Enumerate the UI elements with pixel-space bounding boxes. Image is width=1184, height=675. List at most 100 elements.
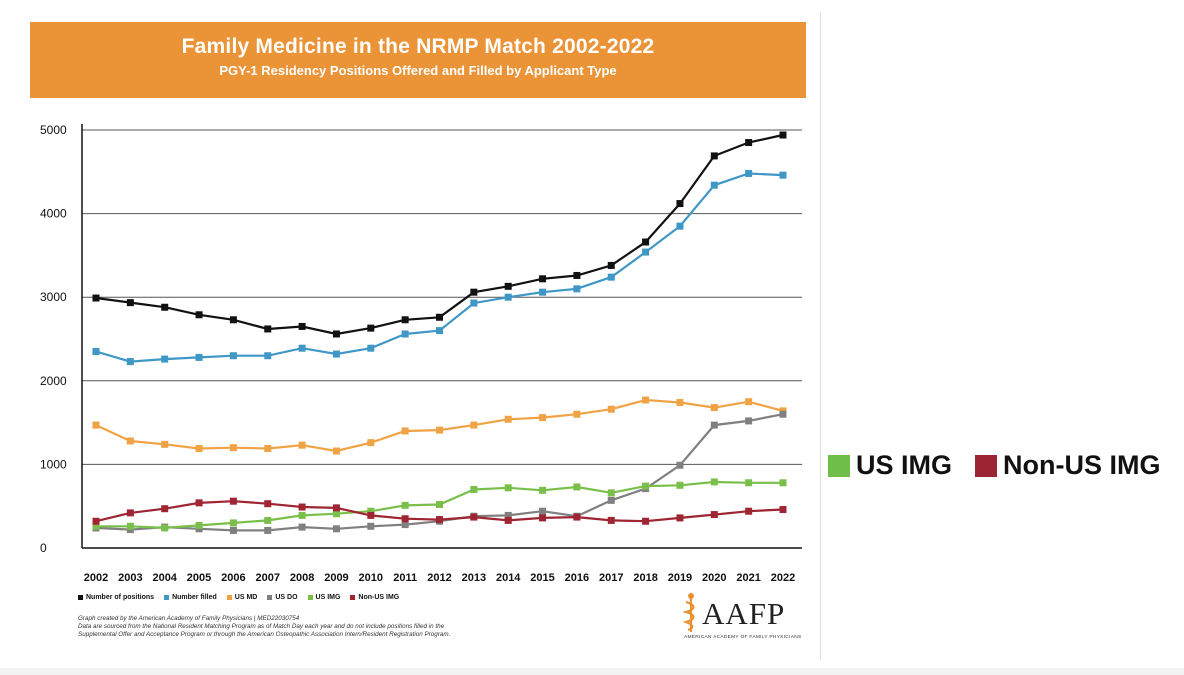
legend-item-number-filled: Number filled [164, 594, 217, 601]
data-point-non-us-img [607, 516, 615, 524]
data-point-us-img [195, 521, 203, 529]
data-point-number-filled [745, 169, 753, 177]
callout-us-img-label: US IMG [856, 450, 953, 480]
x-tick-label: 2012 [427, 572, 451, 584]
data-point-us-md [642, 396, 650, 404]
data-point-us-do [298, 523, 306, 531]
x-tick-label: 2002 [84, 572, 108, 584]
data-point-us-md [126, 437, 134, 445]
data-point-number-filled [573, 285, 581, 293]
data-point-us-img [539, 486, 547, 494]
data-point-number-filled [401, 330, 409, 338]
data-point-number-of-positions [676, 200, 684, 208]
legend-swatch [307, 595, 313, 600]
x-tick-label: 2003 [118, 572, 142, 584]
data-point-non-us-img [470, 513, 478, 521]
data-point-non-us-img [642, 517, 650, 525]
data-point-us-img [126, 522, 134, 530]
data-point-us-do [332, 525, 340, 533]
data-point-us-img [470, 485, 478, 493]
footnote: Graph created by the American Academy of… [78, 615, 498, 639]
data-point-non-us-img [195, 499, 203, 507]
legend-item-us-img: US IMG [307, 594, 341, 601]
data-point-number-of-positions [367, 324, 375, 332]
data-point-number-of-positions [504, 282, 512, 290]
data-point-non-us-img [539, 514, 547, 522]
data-point-number-filled [92, 348, 100, 356]
data-point-number-filled [539, 288, 547, 296]
legend-swatch [226, 595, 232, 600]
data-point-us-md [195, 445, 203, 453]
data-point-us-img [367, 507, 375, 515]
data-point-non-us-img [504, 516, 512, 524]
data-point-us-md [436, 426, 443, 434]
x-tick-label: 2010 [359, 572, 383, 584]
data-point-number-filled [161, 355, 169, 363]
data-point-us-do [779, 410, 787, 418]
data-point-number-filled [332, 350, 340, 358]
data-point-non-us-img [573, 513, 581, 521]
series-line-us-md [95, 398, 784, 453]
data-point-us-md [332, 447, 340, 455]
non-us-img-swatch [975, 454, 997, 477]
title-band: Family Medicine in the NRMP Match 2002-2… [30, 22, 806, 98]
legend-label: US IMG [315, 594, 341, 601]
y-tick-label: 4000 [40, 207, 67, 221]
data-point-non-us-img [126, 509, 134, 517]
data-point-non-us-img [332, 504, 340, 512]
logo-wordmark: AAFP [702, 596, 786, 631]
data-point-number-of-positions [607, 261, 615, 269]
data-point-us-md [92, 421, 100, 429]
data-point-non-us-img [710, 511, 718, 519]
data-point-non-us-img [436, 516, 443, 524]
series-line-number-of-positions [95, 133, 784, 336]
data-point-number-filled [642, 248, 650, 256]
data-point-number-filled [229, 352, 237, 360]
data-point-us-md [470, 421, 478, 429]
data-point-us-img [161, 524, 169, 532]
data-point-number-of-positions [745, 139, 753, 147]
legend-label: US DO [275, 594, 298, 601]
callout-non-us-img-label: Non-US IMG [1003, 450, 1161, 480]
data-point-us-md [161, 440, 169, 448]
data-point-us-md [504, 415, 512, 423]
x-tick-label: 2004 [152, 572, 177, 584]
data-point-us-md [298, 441, 306, 449]
legend-swatch [164, 595, 170, 600]
data-point-number-of-positions [710, 152, 718, 160]
chart-card [20, 12, 821, 660]
data-point-us-do [504, 511, 512, 519]
data-point-us-img [504, 484, 512, 492]
data-point-number-of-positions [779, 131, 787, 139]
data-point-us-do [264, 526, 272, 534]
data-point-non-us-img [367, 511, 375, 519]
x-tick-label: 2022 [771, 572, 795, 584]
data-point-us-img [676, 481, 684, 489]
data-point-non-us-img [264, 500, 272, 508]
data-point-number-of-positions [642, 238, 650, 246]
x-tick-label: 2020 [702, 572, 726, 584]
legend-label: Number filled [172, 594, 217, 601]
x-tick-label: 2014 [496, 572, 521, 584]
data-point-non-us-img [676, 514, 684, 522]
x-tick-label: 2008 [290, 572, 314, 584]
data-point-number-filled [126, 358, 134, 366]
y-tick-label: 0 [40, 541, 47, 555]
x-tick-label: 2005 [187, 572, 211, 584]
y-tick-label: 3000 [40, 290, 67, 304]
data-point-non-us-img [92, 517, 100, 525]
data-point-us-img [710, 478, 718, 486]
data-point-number-of-positions [195, 311, 203, 319]
data-point-us-do [710, 421, 718, 429]
x-tick-label: 2013 [462, 572, 486, 584]
data-point-us-do [676, 461, 684, 469]
x-tick-label: 2018 [633, 572, 657, 584]
data-point-number-filled [504, 293, 512, 301]
y-tick-label: 5000 [40, 123, 67, 137]
legend-swatch [350, 595, 356, 600]
data-point-us-img [745, 479, 753, 487]
data-point-us-img [573, 483, 581, 491]
chart-title: Family Medicine in the NRMP Match 2002-2… [181, 35, 655, 58]
data-point-us-do [539, 507, 547, 515]
